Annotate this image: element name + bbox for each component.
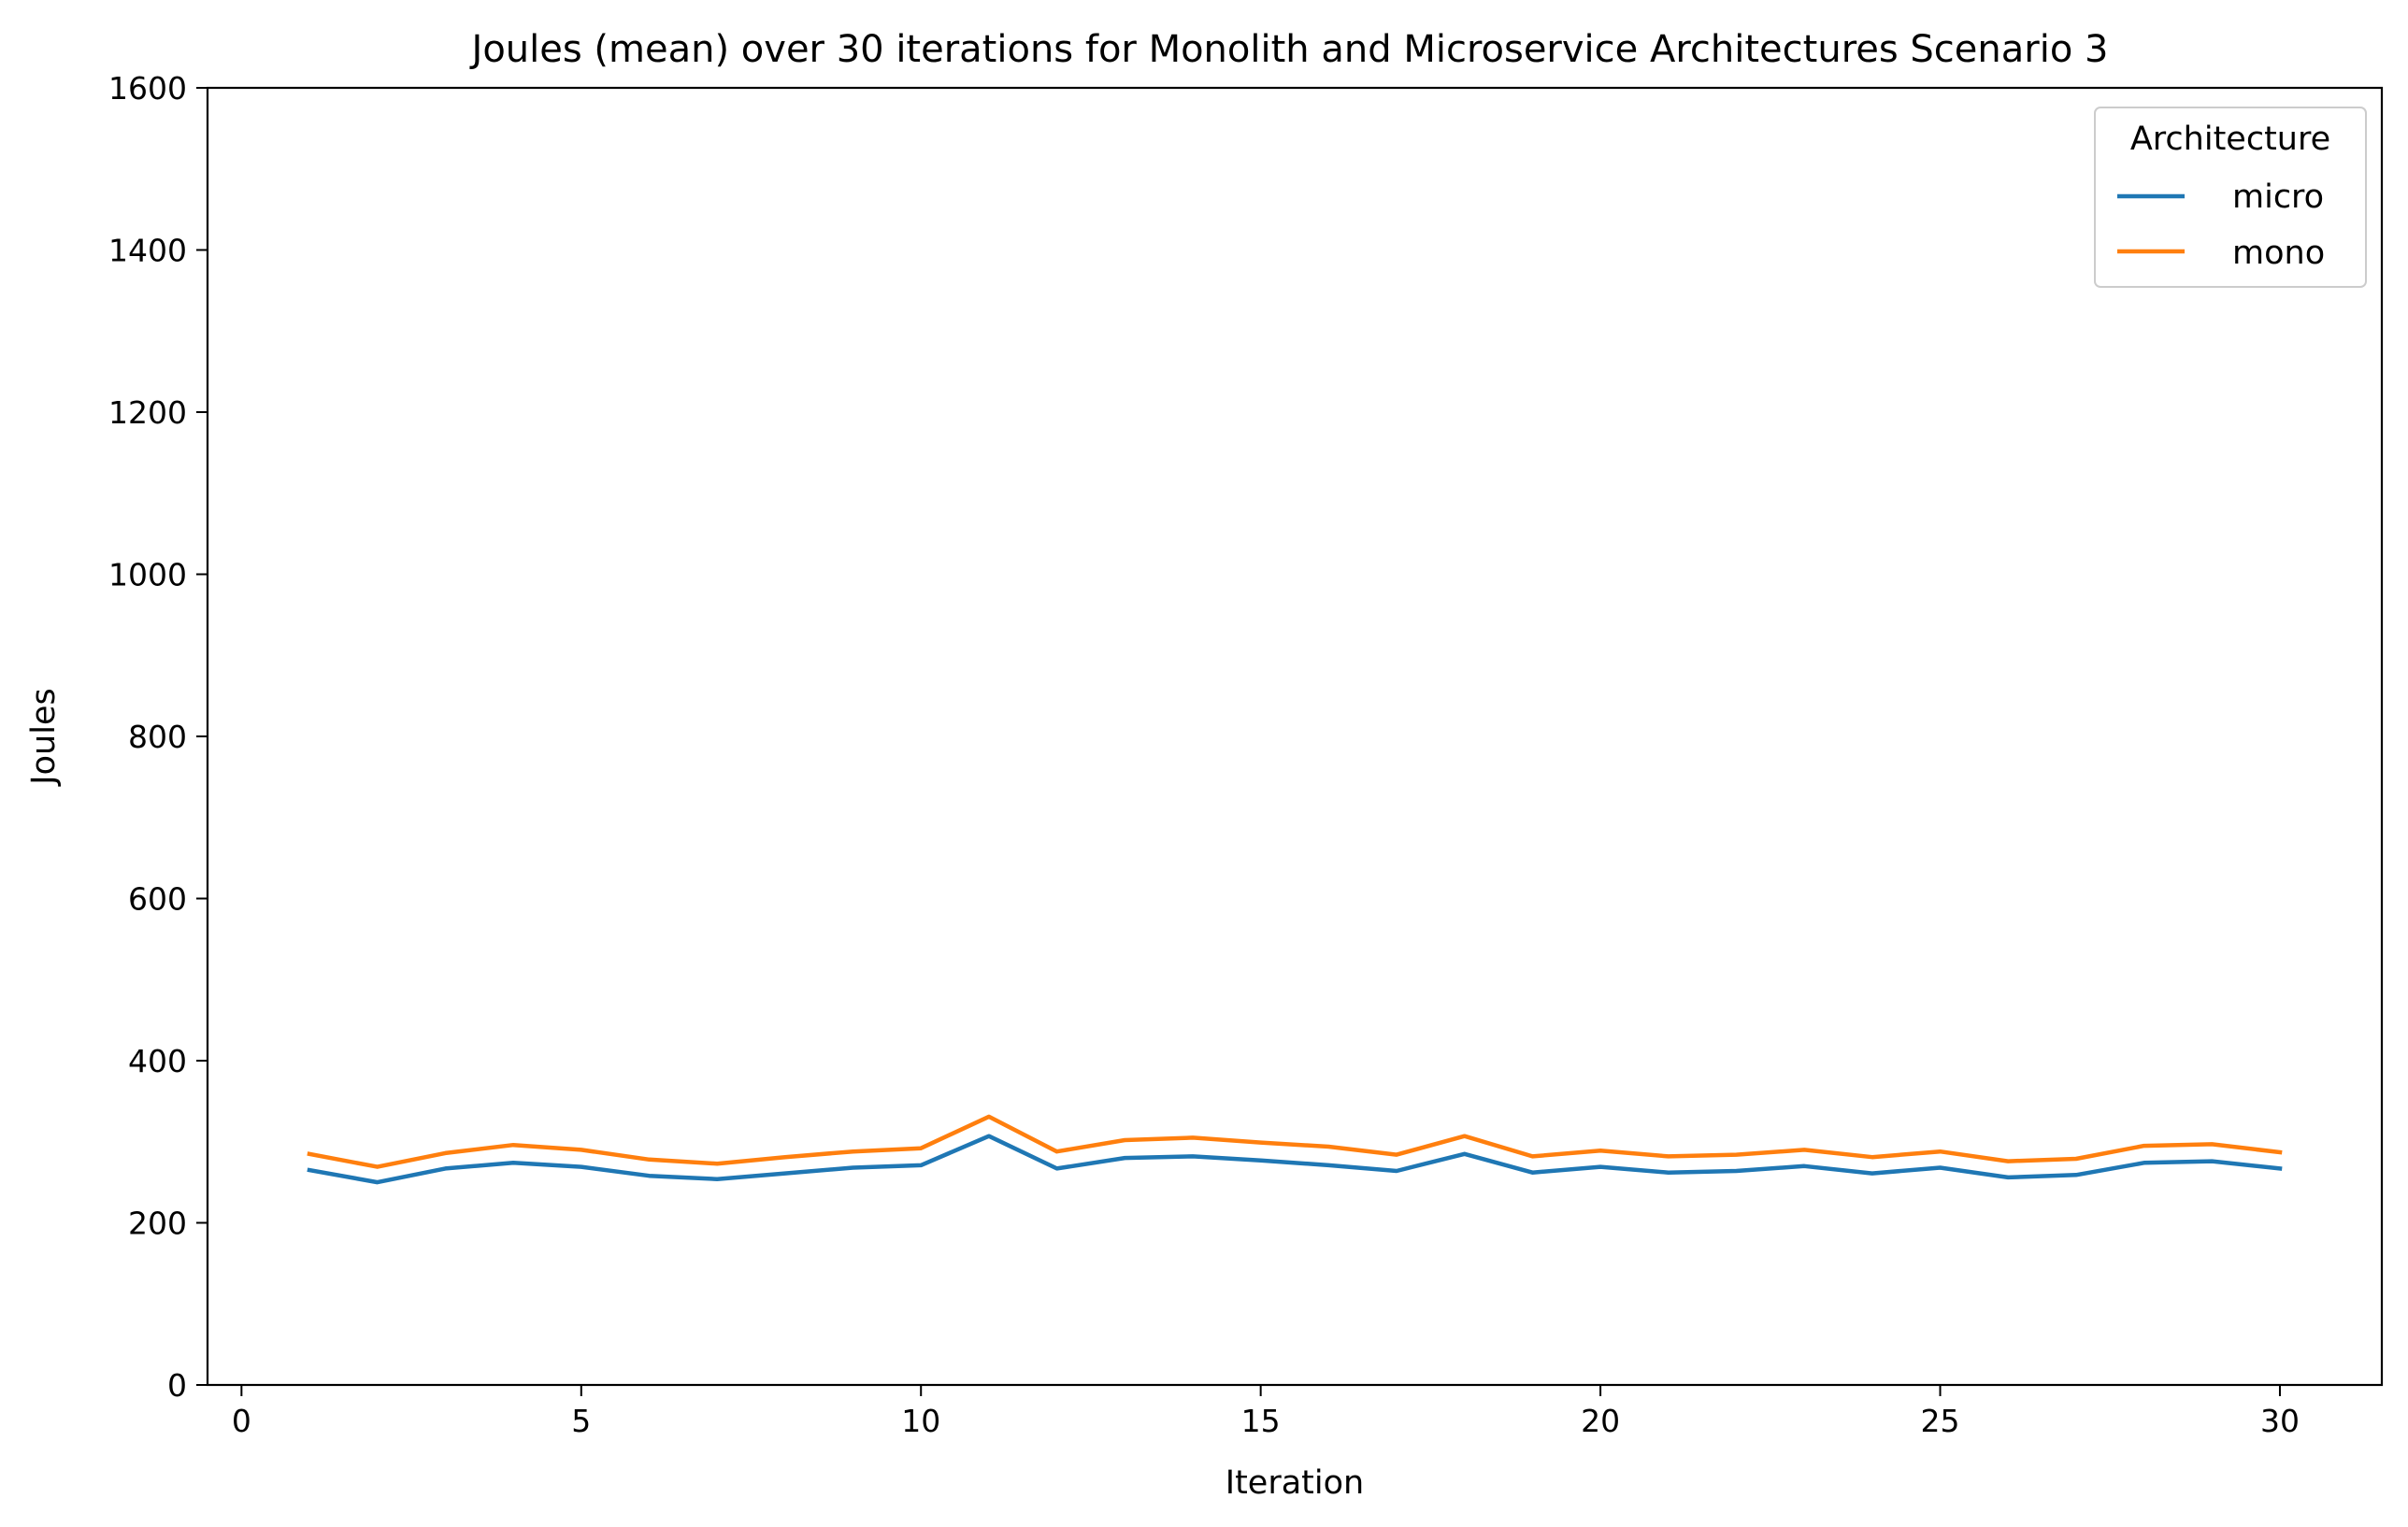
legend: Architecture micro mono xyxy=(2094,107,2367,288)
y-tick-label: 200 xyxy=(128,1206,187,1242)
y-axis-label: Joules xyxy=(25,688,63,786)
y-tick-label: 0 xyxy=(167,1367,187,1404)
chart-title: Joules (mean) over 30 iterations for Mon… xyxy=(469,28,2109,71)
y-axis-ticks: 0 200 400 600 800 1000 1200 1400 1600 xyxy=(108,70,208,1404)
y-tick-label: 400 xyxy=(128,1043,187,1079)
legend-title: Architecture xyxy=(2130,121,2330,158)
y-tick-label: 1000 xyxy=(108,557,187,593)
x-tick-label: 0 xyxy=(232,1403,251,1439)
legend-label-micro: micro xyxy=(2232,178,2324,216)
plot-area-frame xyxy=(206,86,2384,1387)
x-tick-label: 20 xyxy=(1581,1403,1620,1439)
x-axis-ticks: 0 5 10 15 20 25 30 xyxy=(232,1385,2300,1439)
legend-box xyxy=(2094,107,2367,288)
series-line-mono xyxy=(307,1114,2283,1169)
y-tick-label: 600 xyxy=(128,881,187,918)
y-tick-label: 1600 xyxy=(108,70,187,107)
x-tick-label: 10 xyxy=(901,1403,940,1439)
x-tick-label: 25 xyxy=(1921,1403,1960,1439)
series-lines xyxy=(307,1114,2283,1185)
x-tick-label: 30 xyxy=(2260,1403,2300,1439)
y-tick-label: 800 xyxy=(128,719,187,755)
y-tick-label: 1200 xyxy=(108,394,187,431)
x-tick-label: 5 xyxy=(571,1403,591,1439)
series-line-micro xyxy=(307,1134,2283,1185)
legend-label-mono: mono xyxy=(2232,235,2325,272)
x-tick-label: 15 xyxy=(1241,1403,1281,1439)
y-tick-label: 1400 xyxy=(108,233,187,269)
x-axis-label: Iteration xyxy=(1226,1464,1364,1502)
